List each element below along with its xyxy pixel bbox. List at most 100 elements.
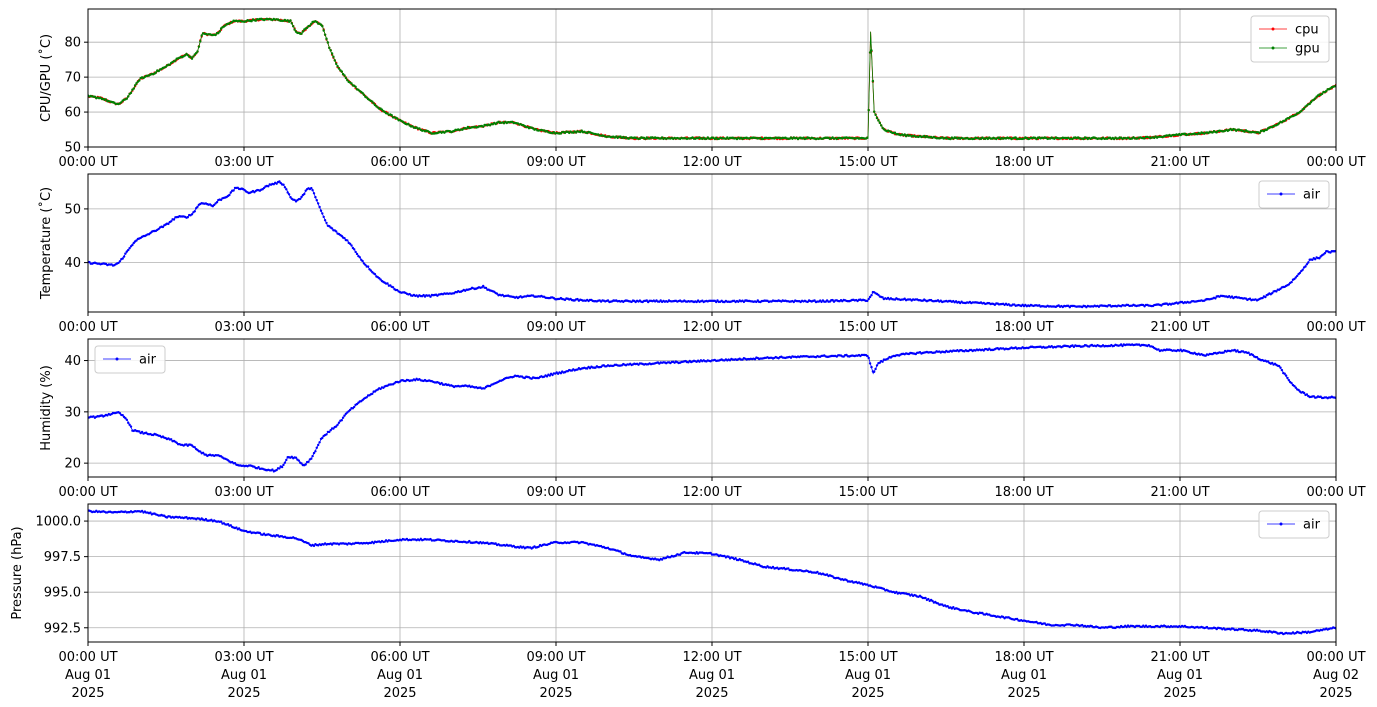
data-point <box>301 30 305 33</box>
data-point <box>771 565 775 569</box>
data-point <box>1261 296 1264 300</box>
x-tick-label: 2025 <box>1007 686 1040 701</box>
x-tick-label: 18:00 UT <box>994 650 1053 665</box>
data-point <box>332 55 335 58</box>
data-point <box>1284 374 1288 377</box>
data-point <box>286 19 289 22</box>
data-point <box>1119 343 1123 346</box>
data-point <box>787 567 790 570</box>
x-tick-label: 2025 <box>383 686 416 701</box>
x-tick-label: 00:00 UT <box>58 155 117 170</box>
data-point <box>355 252 359 256</box>
y-tick-label: 997.5 <box>44 550 81 565</box>
data-point <box>1298 271 1302 275</box>
data-point <box>307 542 310 545</box>
data-point <box>283 461 287 464</box>
data-point <box>127 95 130 98</box>
data-point <box>1290 382 1293 385</box>
x-tick-label: 21:00 UT <box>1150 320 1209 335</box>
data-point <box>125 97 128 100</box>
data-point <box>1275 290 1278 293</box>
data-point <box>201 451 205 454</box>
x-tick-label: 15:00 UT <box>838 650 897 665</box>
data-point <box>1214 297 1217 300</box>
series-markers-air <box>88 180 1336 309</box>
data-point <box>140 430 144 434</box>
data-point <box>746 560 750 563</box>
data-point <box>1286 376 1289 380</box>
data-point <box>228 193 231 197</box>
data-point <box>1309 101 1313 104</box>
legend-label: air <box>1303 518 1321 533</box>
data-point <box>391 286 395 289</box>
data-point <box>1287 379 1291 382</box>
data-point <box>341 416 345 419</box>
data-point <box>219 520 223 523</box>
data-point <box>877 119 880 122</box>
data-point <box>886 357 890 360</box>
data-point <box>354 250 357 254</box>
data-point <box>199 450 202 453</box>
data-point <box>873 370 876 373</box>
data-point <box>340 419 343 422</box>
data-point <box>325 433 328 436</box>
data-point <box>289 196 292 199</box>
data-point <box>1264 295 1267 299</box>
data-point <box>237 527 241 530</box>
legend-label: gpu <box>1295 42 1320 57</box>
data-point <box>1179 348 1182 351</box>
data-point <box>286 191 289 194</box>
data-point <box>199 40 202 43</box>
data-point <box>303 192 306 196</box>
data-point <box>484 286 488 290</box>
data-point <box>366 265 370 268</box>
data-point <box>310 457 313 460</box>
data-point <box>871 79 875 83</box>
data-point <box>229 191 232 194</box>
y-tick-label: 40 <box>64 354 81 369</box>
x-tick-label: Aug 02 <box>1313 668 1359 683</box>
data-point <box>386 282 389 285</box>
data-point <box>275 468 278 472</box>
x-tick-label: Aug 01 <box>689 668 735 683</box>
data-point <box>407 122 410 126</box>
data-point <box>1271 361 1274 365</box>
data-point <box>122 255 126 258</box>
data-point <box>315 446 318 449</box>
data-point <box>121 414 124 417</box>
data-point <box>305 26 309 30</box>
data-point <box>559 372 563 375</box>
data-point <box>379 278 382 281</box>
data-point <box>258 531 262 535</box>
data-point <box>192 55 195 58</box>
data-point <box>294 456 298 459</box>
data-point <box>1143 137 1146 140</box>
data-point <box>1271 292 1274 295</box>
x-tick-label: 03:00 UT <box>214 485 273 500</box>
data-point <box>343 414 346 417</box>
data-point <box>927 597 930 601</box>
data-point <box>867 356 870 360</box>
data-point <box>157 227 160 231</box>
data-point <box>379 387 382 391</box>
data-point <box>312 451 316 455</box>
x-tick-label: Aug 01 <box>65 668 111 683</box>
data-point <box>120 101 123 104</box>
data-point <box>353 248 356 251</box>
data-point <box>880 124 883 127</box>
data-point <box>1015 617 1019 621</box>
data-point <box>254 19 257 22</box>
data-point <box>867 108 870 112</box>
data-point <box>323 33 327 36</box>
x-tick-label: 2025 <box>1163 686 1196 701</box>
x-tick-label: 2025 <box>71 686 104 701</box>
legend-box <box>1258 180 1330 209</box>
data-point <box>1121 344 1124 348</box>
data-point <box>321 212 324 215</box>
data-point <box>354 85 357 89</box>
data-point <box>881 296 884 299</box>
data-point <box>328 46 331 50</box>
data-point <box>128 247 131 250</box>
